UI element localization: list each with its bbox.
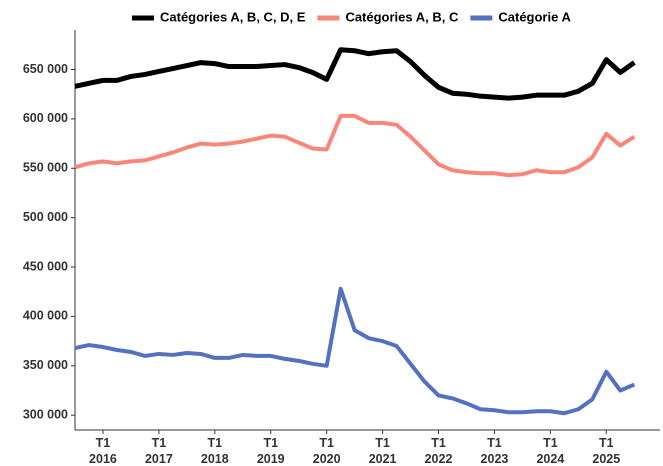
y-tick-label: 650 000	[23, 62, 68, 76]
x-tick-label: T1 2023	[481, 436, 509, 466]
x-tick-label: T1 2021	[369, 436, 397, 466]
legend-label: Catégories A, B, C	[345, 9, 459, 24]
y-tick-label: 300 000	[23, 407, 68, 421]
y-tick-label: 450 000	[23, 259, 68, 273]
x-tick-label: T1 2018	[201, 436, 229, 466]
y-tick-label: 550 000	[23, 161, 68, 175]
x-tick-label: T1 2025	[592, 436, 620, 466]
y-tick-label: 400 000	[23, 309, 68, 323]
y-tick-label: 350 000	[23, 358, 68, 372]
series-line	[74, 47, 636, 101]
legend-label: Catégorie A	[498, 9, 571, 24]
x-tick-label: T1 2024	[536, 436, 564, 466]
x-tick-label: T1 2022	[425, 436, 453, 466]
series-line	[74, 286, 636, 416]
legend-label: Catégories A, B, C, D, E	[160, 9, 306, 24]
series-line	[74, 113, 636, 178]
legend: Catégories A, B, C, D, E Catégories A, B,…	[132, 9, 571, 24]
y-tick-label: 600 000	[23, 111, 68, 125]
y-tick-label: 500 000	[23, 210, 68, 224]
x-tick-label: T1 2016	[89, 436, 117, 466]
x-tick-label: T1 2020	[313, 436, 341, 466]
x-tick-label: T1 2017	[145, 436, 173, 466]
x-tick-label: T1 2019	[257, 436, 285, 466]
